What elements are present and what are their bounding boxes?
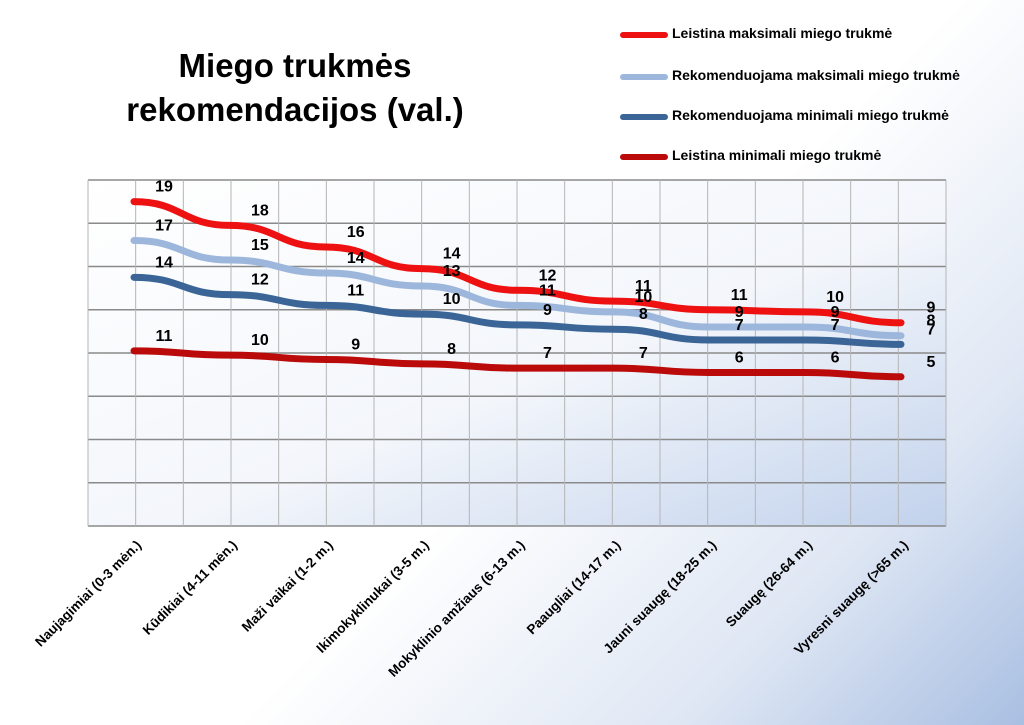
data-label-min-allowed: 6 (735, 349, 744, 366)
data-label-max-recommended: 8 (927, 313, 936, 330)
data-label-min-allowed: 5 (927, 354, 936, 371)
data-label-min-recommended: 12 (251, 272, 269, 289)
x-tick-label: Paaugliai (14-17 m.) (524, 538, 624, 638)
data-label-max-allowed: 18 (251, 202, 269, 219)
data-label-min-recommended: 7 (735, 317, 744, 334)
legend-label-min-allowed: Leistina minimali miego trukmė (672, 147, 882, 163)
series-line-max-allowed (130, 198, 905, 327)
series-line-max-recommended (130, 237, 905, 340)
x-tick-label: Maži vaikai (1-2 m.) (239, 538, 336, 635)
x-tick-label: Ikimokyklinukai (3-5 m.) (313, 538, 431, 656)
data-label-min-recommended: 9 (543, 302, 552, 319)
data-label-max-recommended: 11 (539, 282, 556, 299)
data-label-max-recommended: 14 (347, 250, 365, 267)
data-label-min-allowed: 7 (639, 345, 648, 362)
data-label-min-allowed: 11 (156, 328, 173, 345)
data-label-max-allowed: 19 (155, 179, 173, 196)
data-label-min-recommended: 10 (443, 291, 461, 308)
x-tick-label: Kūdikiai (4-11 mėn.) (140, 538, 240, 638)
legend-swatch-max-allowed (620, 32, 668, 38)
data-label-max-allowed: 16 (347, 224, 365, 241)
legend-swatch-min-recommended (620, 114, 668, 120)
data-label-max-recommended: 9 (831, 304, 840, 321)
data-label-min-recommended: 8 (639, 306, 648, 323)
series-line-min-allowed (130, 347, 905, 381)
data-label-max-recommended: 9 (735, 304, 744, 321)
data-label-max-recommended: 17 (155, 218, 173, 235)
data-label-min-allowed: 10 (251, 332, 269, 349)
data-label-max-allowed: 11 (731, 287, 748, 304)
data-label-min-allowed: 6 (831, 349, 840, 366)
data-label-max-allowed: 12 (539, 267, 557, 284)
legend-label-max-allowed: Leistina maksimali miego trukmė (672, 25, 893, 41)
legend-swatch-max-recommended (620, 74, 668, 80)
data-label-min-recommended: 7 (831, 317, 840, 334)
legend-label-max-recommended: Rekomenduojama maksimali miego trukmė (672, 67, 960, 83)
x-tick-label: Vyresni suaugę (>65 m.) (791, 538, 911, 658)
data-label-min-allowed: 9 (351, 336, 360, 353)
data-label-max-recommended: 15 (251, 237, 269, 254)
legend-label-min-recommended: Rekomenduojama minimali miego trukmė (672, 107, 949, 123)
x-tick-label: Suaugę (26-64 m.) (723, 538, 815, 630)
data-label-max-allowed: 10 (826, 289, 844, 306)
data-label-min-recommended: 7 (927, 321, 936, 338)
data-label-max-recommended: 10 (634, 289, 652, 306)
data-label-min-recommended: 14 (155, 254, 173, 271)
data-label-max-recommended: 13 (443, 263, 461, 280)
data-label-min-allowed: 8 (447, 341, 456, 358)
data-label-max-allowed: 14 (443, 246, 461, 263)
chart-title: Miego trukmės rekomendacijos (val.) (126, 47, 464, 128)
data-label-min-recommended: 11 (347, 282, 364, 299)
data-label-max-allowed: 9 (927, 300, 936, 317)
data-label-min-allowed: 7 (543, 345, 552, 362)
data-label-max-allowed: 11 (635, 278, 652, 295)
legend-swatch-min-allowed (620, 154, 668, 160)
series-line-min-recommended (130, 273, 905, 348)
x-tick-label: Naujagimiai (0-3 mėn.) (32, 538, 144, 650)
x-tick-label: Jauni suaugę (18-25 m.) (601, 538, 720, 657)
